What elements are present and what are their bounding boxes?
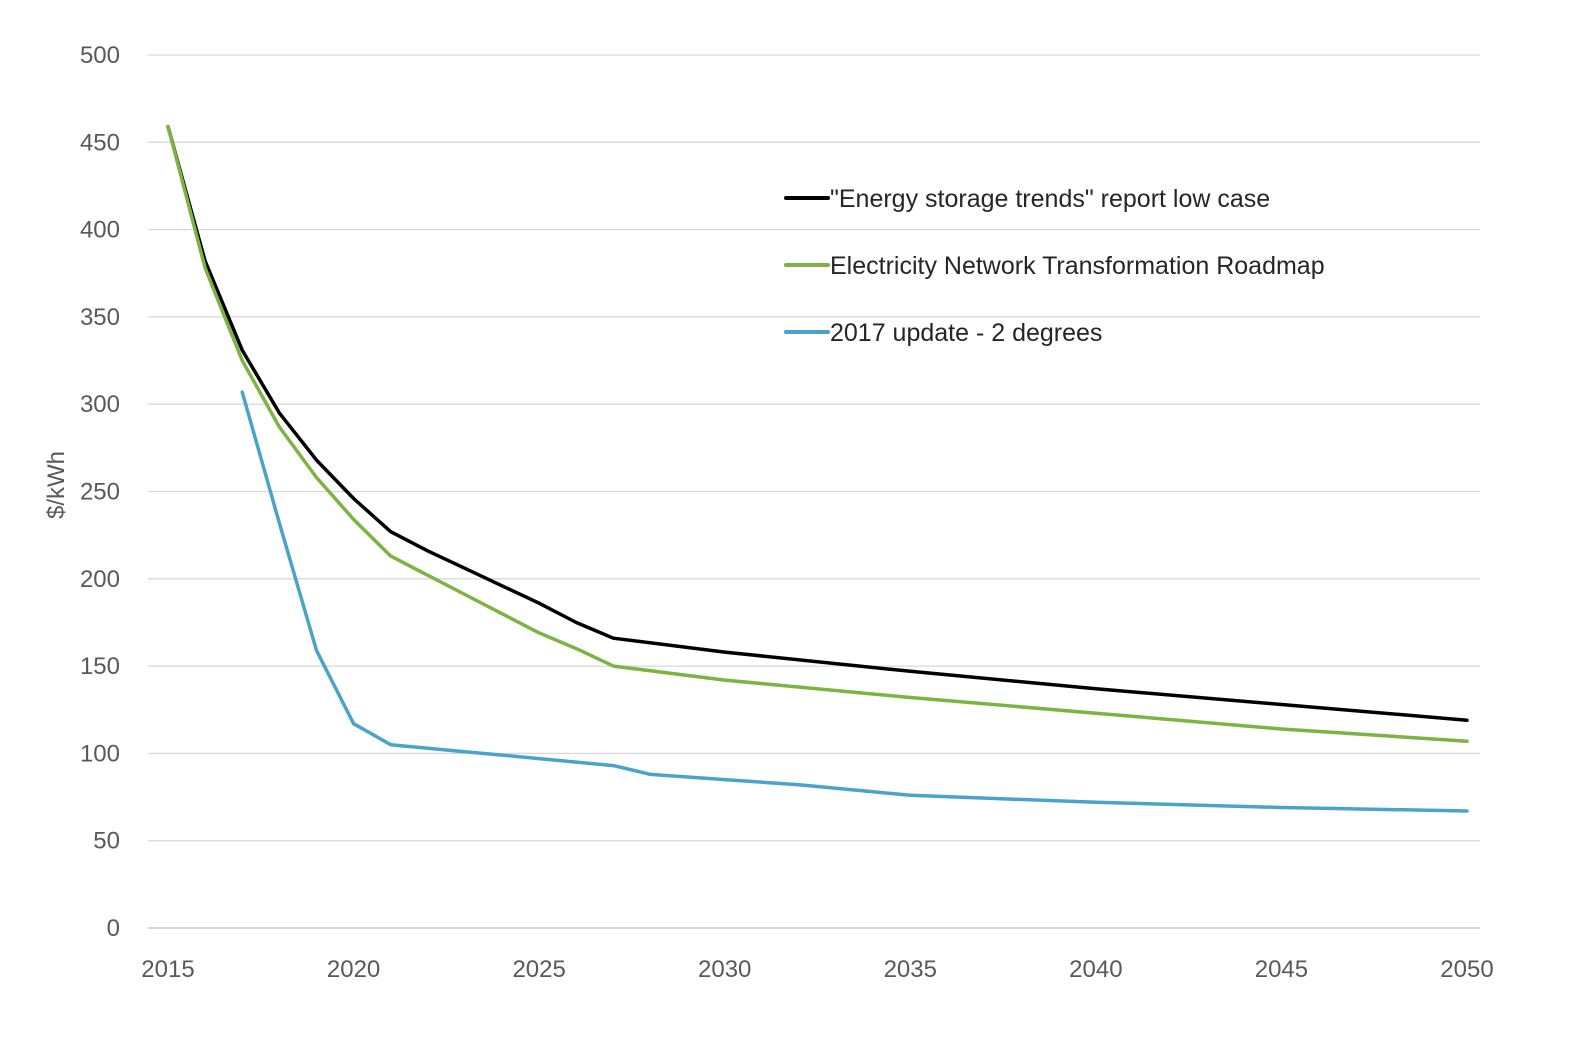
y-axis-title: $/kWh xyxy=(43,451,70,519)
x-tick-label: 2035 xyxy=(884,956,937,983)
x-tick-label: 2020 xyxy=(327,956,380,983)
y-tick-label: 350 xyxy=(80,304,120,331)
series-lines xyxy=(166,124,1469,813)
x-tick-label: 2040 xyxy=(1069,956,1122,983)
gridlines xyxy=(148,54,1480,929)
y-tick-label: 300 xyxy=(80,391,120,418)
x-axis-tick-labels: 2015 2020 2025 2030 2035 2040 2045 2050 xyxy=(141,956,1493,983)
y-tick-label: 400 xyxy=(80,217,120,244)
legend-label: 2017 update - 2 degrees xyxy=(830,319,1102,347)
y-tick-label: 150 xyxy=(80,653,120,680)
legend: "Energy storage trends" report low case E… xyxy=(784,185,1325,347)
x-tick-label: 2025 xyxy=(512,956,565,983)
x-tick-label: 2030 xyxy=(698,956,751,983)
series-line-2 xyxy=(240,390,1469,813)
y-tick-label: 200 xyxy=(80,566,120,593)
y-tick-label: 100 xyxy=(80,740,120,767)
series-line-1 xyxy=(166,124,1469,743)
legend-label: "Energy storage trends" report low case xyxy=(830,185,1270,213)
y-tick-label: 50 xyxy=(93,828,120,855)
x-tick-label: 2045 xyxy=(1255,956,1308,983)
y-tick-label: 450 xyxy=(80,129,120,156)
y-axis-tick-labels: 0 50 100 150 200 250 300 350 400 450 500 xyxy=(80,42,120,942)
x-tick-label: 2015 xyxy=(141,956,194,983)
legend-label: Electricity Network Transformation Roadm… xyxy=(830,252,1325,280)
y-tick-label: 250 xyxy=(80,479,120,506)
series-line-0 xyxy=(166,124,1469,722)
x-tick-label: 2050 xyxy=(1440,956,1493,983)
y-tick-label: 500 xyxy=(80,42,120,69)
y-tick-label: 0 xyxy=(107,915,120,942)
